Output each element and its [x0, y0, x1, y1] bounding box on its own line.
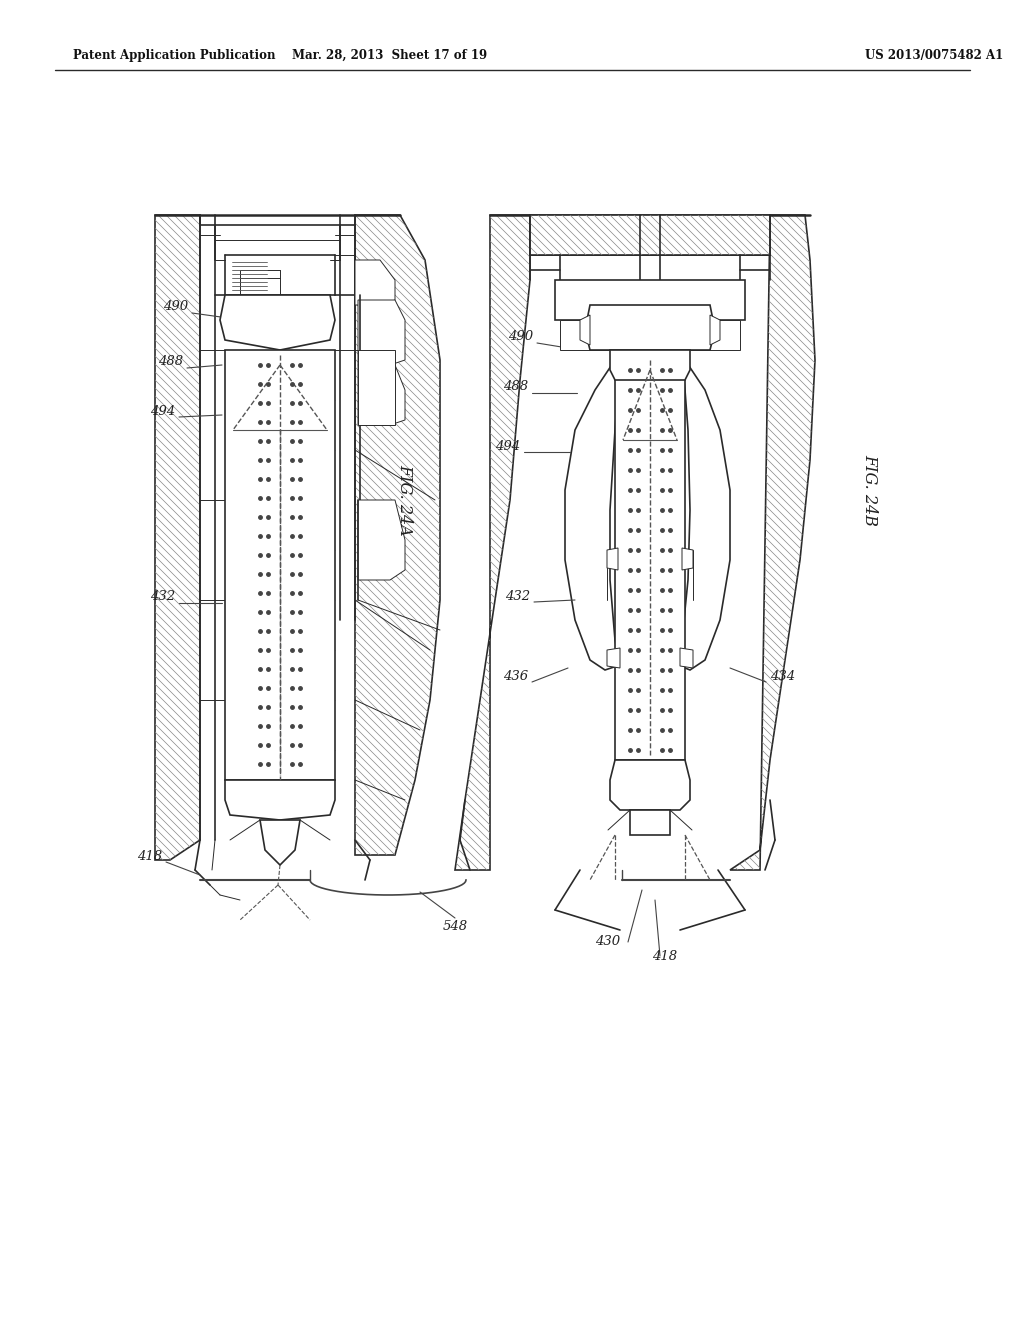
Polygon shape	[358, 350, 395, 425]
Polygon shape	[555, 280, 745, 319]
Polygon shape	[358, 300, 406, 366]
Polygon shape	[730, 215, 815, 870]
Polygon shape	[610, 350, 690, 380]
Text: 432: 432	[505, 590, 530, 603]
Text: 490: 490	[163, 300, 188, 313]
Text: 430: 430	[595, 935, 621, 948]
Text: 488: 488	[503, 380, 528, 393]
Text: 418: 418	[137, 850, 162, 863]
Polygon shape	[355, 260, 395, 305]
Polygon shape	[220, 294, 335, 350]
Text: FIG. 24A: FIG. 24A	[396, 465, 414, 536]
Text: 548: 548	[442, 920, 468, 933]
Polygon shape	[682, 548, 693, 570]
Text: 436: 436	[503, 671, 528, 682]
Polygon shape	[225, 780, 335, 820]
Text: 418: 418	[652, 950, 678, 964]
Polygon shape	[610, 760, 690, 810]
Text: 488: 488	[158, 355, 183, 368]
Polygon shape	[355, 215, 440, 855]
Polygon shape	[260, 820, 300, 865]
Text: 494: 494	[150, 405, 175, 418]
Polygon shape	[680, 648, 693, 668]
Polygon shape	[630, 810, 670, 836]
Polygon shape	[358, 366, 406, 425]
Polygon shape	[615, 355, 685, 760]
Text: US 2013/0075482 A1: US 2013/0075482 A1	[865, 49, 1004, 62]
Polygon shape	[580, 315, 590, 345]
Polygon shape	[358, 500, 406, 579]
Text: 434: 434	[770, 671, 795, 682]
Polygon shape	[710, 315, 720, 345]
Text: 490: 490	[508, 330, 534, 343]
Text: Patent Application Publication: Patent Application Publication	[73, 49, 275, 62]
Polygon shape	[455, 215, 530, 870]
Polygon shape	[585, 305, 715, 350]
Polygon shape	[607, 548, 618, 570]
Polygon shape	[225, 350, 335, 780]
Polygon shape	[678, 360, 730, 671]
Text: FIG. 24B: FIG. 24B	[861, 454, 879, 525]
Polygon shape	[607, 648, 620, 668]
Text: 494: 494	[495, 440, 520, 453]
Polygon shape	[155, 215, 200, 861]
Polygon shape	[530, 215, 770, 255]
Text: 432: 432	[150, 590, 175, 603]
Polygon shape	[560, 319, 740, 350]
Polygon shape	[565, 360, 620, 671]
Text: Mar. 28, 2013  Sheet 17 of 19: Mar. 28, 2013 Sheet 17 of 19	[293, 49, 487, 62]
